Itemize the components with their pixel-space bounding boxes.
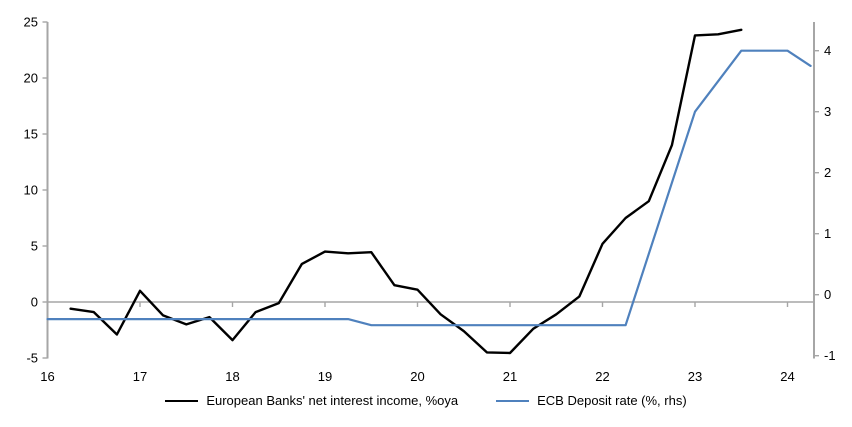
legend-item-ecb-deposit-rate: ECB Deposit rate (%, rhs) [496, 393, 687, 408]
x-axis-tick-label: 19 [318, 369, 332, 384]
left-axis-tick-label: 5 [31, 239, 38, 254]
x-axis-tick-label: 23 [688, 369, 702, 384]
right-axis-tick-label: 1 [824, 226, 831, 241]
left-axis-tick-label: 0 [31, 295, 38, 310]
left-axis-tick-label: 25 [24, 15, 38, 30]
x-axis-tick-label: 22 [595, 369, 609, 384]
left-axis-tick-label: -5 [26, 351, 38, 366]
legend-line-swatch-black [165, 399, 199, 402]
right-axis-tick-label: 2 [824, 165, 831, 180]
right-axis-tick-label: 4 [824, 43, 831, 58]
x-axis-tick-label: 24 [780, 369, 794, 384]
x-axis-tick-label: 21 [503, 369, 517, 384]
right-axis-tick-label: -1 [824, 348, 836, 363]
left-axis-tick-label: 10 [24, 183, 38, 198]
legend-item-net-interest-income: European Banks' net interest income, %oy… [165, 393, 458, 408]
right-axis-tick-label: 0 [824, 287, 831, 302]
chart-legend: European Banks' net interest income, %oy… [0, 393, 852, 408]
left-axis-tick-label: 20 [24, 71, 38, 86]
legend-line-swatch-blue [496, 399, 530, 402]
x-axis-tick-label: 20 [410, 369, 424, 384]
series-line-net-interest-income [69, 28, 743, 355]
legend-label-ecb-deposit-rate: ECB Deposit rate (%, rhs) [537, 393, 687, 408]
legend-label-net-interest-income: European Banks' net interest income, %oy… [206, 393, 459, 408]
left-axis-tick-label: 15 [24, 127, 38, 142]
x-axis-tick-label: 17 [133, 369, 147, 384]
x-axis-tick-label: 18 [225, 369, 239, 384]
right-axis-tick-label: 3 [824, 104, 831, 119]
series-line-ecb-deposit-rate [46, 49, 812, 327]
x-axis-tick-label: 16 [40, 369, 54, 384]
